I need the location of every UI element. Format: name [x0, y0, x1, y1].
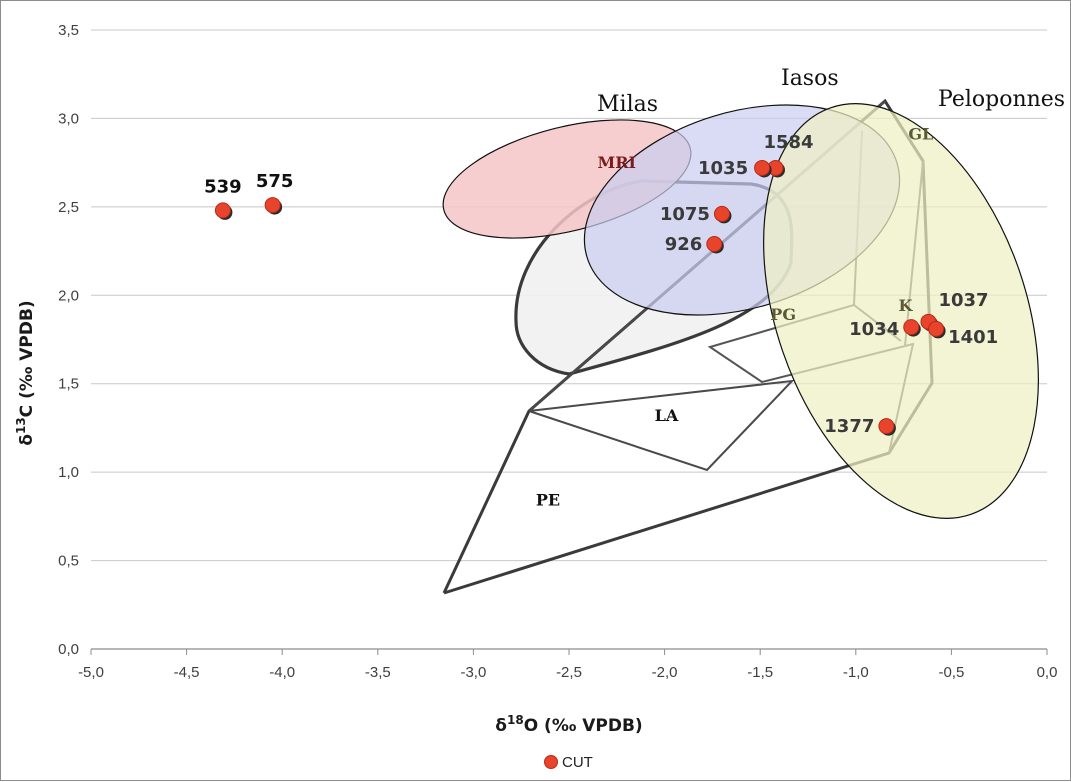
legend-marker [544, 755, 558, 769]
data-point-926: 926 [665, 234, 724, 255]
point-marker [214, 202, 231, 219]
point-marker [264, 197, 281, 214]
legend: CUT [544, 754, 593, 771]
data-point-575: 575 [256, 171, 294, 215]
y-tick-label: 1,5 [58, 376, 79, 393]
point-label-926: 926 [665, 234, 703, 255]
data-points: 539 575 1584 1035 1075 926 1037 1034 1401 1377 [204, 132, 998, 437]
y-tick-label: 0,5 [58, 553, 79, 570]
field-label-pe: PE [536, 491, 560, 510]
point-label-1035: 1035 [698, 158, 748, 179]
field-label-pg: PG [770, 305, 796, 324]
y-axis-title: δ13C (‰ VPDB) [14, 300, 37, 445]
point-label-539: 539 [204, 176, 242, 197]
point-label-1034: 1034 [849, 319, 899, 340]
point-label-1377: 1377 [824, 416, 874, 437]
field-label-k: K [899, 296, 914, 315]
axes: 0,0 0,5 1,0 1,5 2,0 2,5 3,0 3,5 -5,0 -4,5 -4,0 -3,5… [58, 22, 1057, 681]
x-axis-title: δ18O (‰ VPDB) [495, 713, 642, 736]
point-label-1075: 1075 [660, 204, 710, 225]
y-tick-label: 1,0 [58, 464, 79, 481]
field-label-gl: GL [908, 125, 933, 144]
y-tick-label: 3,5 [58, 22, 79, 39]
x-tick-label: -2,0 [652, 664, 678, 681]
data-point-1034: 1034 [849, 319, 921, 340]
region-label-iasos: Iasos [781, 66, 839, 91]
y-tick-label: 0,0 [58, 641, 79, 658]
region-label-milas: Milas [597, 92, 658, 117]
x-tick-label: 0,0 [1037, 664, 1058, 681]
x-tick-label: -3,5 [365, 664, 391, 681]
region-label-peloponnes: Peloponnes [938, 87, 1065, 112]
data-point-1584: 1584 [763, 132, 814, 178]
x-tick-label: -1,0 [843, 664, 869, 681]
x-tick-label: -4,0 [269, 664, 295, 681]
field-labels: MRI GL PG K LA PE [536, 125, 933, 510]
point-label-1037: 1037 [938, 290, 988, 311]
y-tick-label: 2,0 [58, 287, 79, 304]
data-point-1075: 1075 [660, 204, 732, 225]
point-marker [903, 319, 920, 336]
point-marker [878, 418, 895, 435]
field-label-mri: MRI [598, 153, 637, 172]
y-tick-label: 2,5 [58, 199, 79, 216]
point-label-1401: 1401 [948, 327, 998, 348]
point-marker [706, 235, 723, 252]
data-point-1377: 1377 [824, 416, 896, 437]
point-label-1584: 1584 [763, 132, 813, 153]
point-marker [928, 320, 945, 337]
x-tick-label: -0,5 [938, 664, 964, 681]
field-label-la: LA [655, 406, 679, 425]
region-ellipses [442, 103, 1039, 519]
x-tick-label: -5,0 [78, 664, 104, 681]
x-tick-label: -1,5 [747, 664, 773, 681]
data-point-539: 539 [204, 176, 242, 220]
region-peloponnes [763, 103, 1039, 519]
data-point-1035: 1035 [698, 158, 772, 179]
x-tick-label: -3,0 [460, 664, 486, 681]
point-label-575: 575 [256, 171, 294, 192]
legend-label-cut: CUT [562, 754, 593, 771]
y-tick-label: 3,0 [58, 110, 79, 127]
x-tick-label: -2,5 [556, 664, 582, 681]
point-marker [713, 205, 730, 222]
data-point-1401: 1401 [928, 320, 998, 348]
x-tick-label: -4,5 [174, 664, 200, 681]
point-marker [754, 159, 771, 176]
